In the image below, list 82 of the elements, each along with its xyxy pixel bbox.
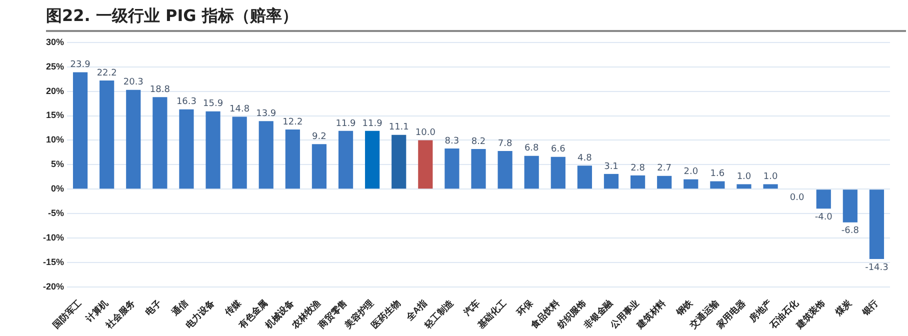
bar [577,166,592,189]
y-tick-label: 10% [46,134,64,145]
x-tick-label: 通信 [169,298,190,318]
data-label: 6.8 [524,144,540,154]
bar [471,149,486,189]
data-label: 14.8 [230,104,250,115]
data-label: 12.2 [282,117,303,128]
bar [206,111,220,189]
data-label: 22.2 [96,68,117,78]
bar [392,134,406,189]
bar [816,190,831,209]
bar [100,80,114,189]
y-tick-label: -15% [42,256,64,267]
y-tick-label: 15% [46,110,64,120]
data-label: -14.3 [865,262,888,273]
bar [869,190,884,260]
data-label: 11.9 [336,118,356,129]
x-tick-label: 钢铁 [674,297,695,318]
x-tick-label: 汽车 [461,298,482,318]
y-tick-label: 0% [50,184,64,194]
y-tick-label: 25% [46,61,64,72]
data-label: 3.1 [604,162,618,172]
x-tick-label: 煤炭 [832,297,854,318]
data-label: 2.8 [630,163,646,174]
bar [710,181,725,189]
data-label: 1.0 [763,172,778,182]
bar [152,97,168,189]
data-label: 9.2 [312,132,326,142]
data-label: 0.0 [790,192,805,203]
bar [498,150,512,189]
y-tick-label: -20% [42,281,64,292]
x-tick-label: 国防军工 [50,298,84,330]
data-label: 11.9 [362,118,383,129]
bar [126,90,141,189]
data-label: 20.3 [123,78,144,88]
data-label: 10.0 [415,128,436,138]
bar [657,176,672,189]
data-label: 7.8 [498,138,512,149]
x-tick-label: 环保 [514,297,536,318]
data-label: -6.8 [841,226,860,236]
bar [763,184,778,189]
bar [312,144,327,189]
bar [842,190,858,222]
bar [232,116,247,189]
y-tick-label: -10% [42,232,64,242]
data-label: 16.3 [176,97,196,108]
data-label: 6.6 [550,144,566,155]
bar [258,121,274,189]
data-label: 2.0 [684,167,698,178]
x-tick-label: 电子 [143,298,164,318]
y-tick-label: 20% [46,86,64,96]
bar [684,179,698,189]
bar [550,156,566,189]
data-label: 1.6 [710,169,725,180]
bar [444,148,460,189]
bar [418,140,433,189]
data-label: 8.3 [444,136,460,146]
chart-title: 图22. 一级行业 PIG 指标（赔率） [46,6,298,27]
x-tick-label: 银行 [859,298,880,318]
data-label: -4.0 [814,212,833,223]
bar [630,175,646,189]
data-label: 15.9 [203,99,224,110]
data-label: 18.8 [150,85,170,96]
bar [179,109,194,189]
y-tick-label: 5% [50,159,64,170]
y-tick-label: 30% [46,36,64,47]
bar [338,130,354,189]
data-label: 4.8 [578,153,592,164]
data-label: 2.7 [657,164,672,174]
data-label: 13.9 [256,108,276,119]
bar [72,72,88,189]
bar [285,129,300,189]
x-tick-label: 传媒 [222,297,244,318]
data-label: 1.0 [736,172,752,182]
data-label: 11.1 [388,122,409,133]
bar [524,156,539,189]
bar [736,184,752,189]
bar [365,130,380,189]
bar [604,174,619,189]
data-label: 8.2 [471,136,486,147]
y-tick-label: -5% [48,208,64,218]
data-label: 23.9 [70,60,91,70]
